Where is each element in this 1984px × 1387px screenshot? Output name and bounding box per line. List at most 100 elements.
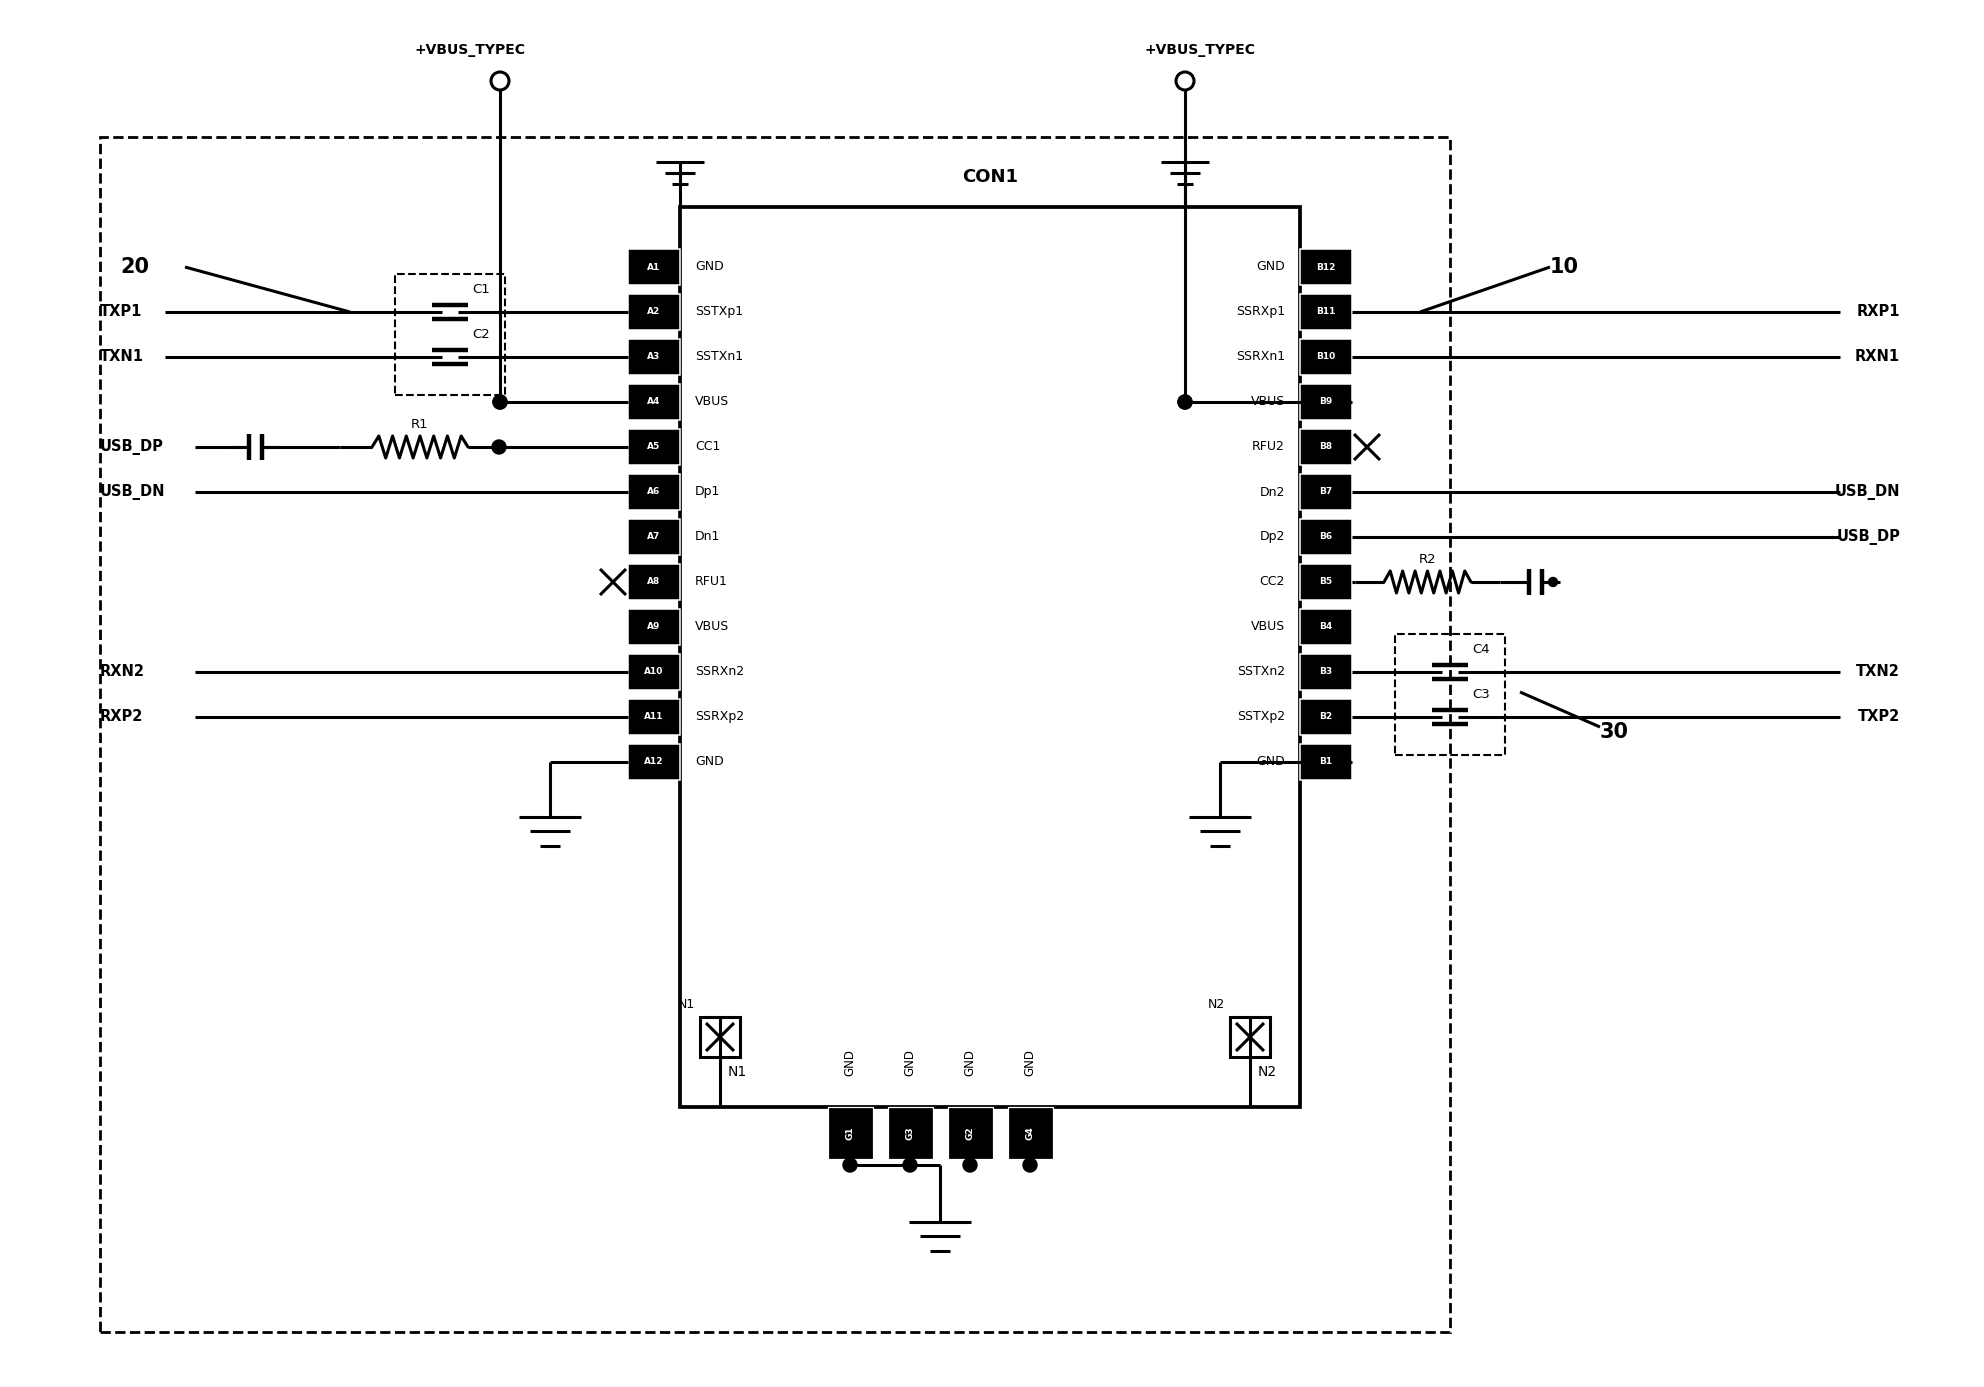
- Bar: [1300, 294, 1351, 330]
- Circle shape: [903, 1158, 917, 1172]
- Text: A5: A5: [647, 442, 661, 452]
- Bar: [99, 137, 1450, 1332]
- Text: GND: GND: [694, 756, 724, 768]
- Circle shape: [1024, 1158, 1038, 1172]
- Text: B6: B6: [1319, 533, 1333, 541]
- Bar: [1300, 699, 1351, 735]
- Bar: [1300, 338, 1351, 374]
- Text: VBUS: VBUS: [694, 620, 730, 634]
- Bar: [629, 565, 681, 601]
- Bar: [1300, 250, 1351, 284]
- Text: +VBUS_TYPEC: +VBUS_TYPEC: [1145, 43, 1256, 57]
- Bar: [681, 207, 1300, 1107]
- Text: B3: B3: [1319, 667, 1333, 677]
- Text: B7: B7: [1319, 487, 1333, 497]
- Text: CC2: CC2: [1260, 576, 1286, 588]
- Text: Dn1: Dn1: [694, 530, 720, 544]
- Text: RXP1: RXP1: [1857, 305, 1901, 319]
- Text: Dp1: Dp1: [694, 485, 720, 498]
- Text: TXN1: TXN1: [99, 350, 145, 365]
- Text: C2: C2: [472, 329, 490, 341]
- Bar: [827, 1107, 873, 1160]
- Bar: [948, 1107, 992, 1160]
- Text: C3: C3: [1472, 688, 1490, 702]
- Bar: [629, 474, 681, 510]
- Text: RXP2: RXP2: [99, 710, 143, 724]
- Bar: [629, 384, 681, 420]
- Text: B9: B9: [1319, 398, 1333, 406]
- Circle shape: [492, 395, 508, 409]
- Bar: [1300, 519, 1351, 555]
- Bar: [629, 294, 681, 330]
- Text: A8: A8: [647, 577, 661, 587]
- Bar: [629, 294, 681, 330]
- Text: VBUS: VBUS: [1250, 395, 1286, 409]
- Text: USB_DP: USB_DP: [99, 440, 165, 455]
- Circle shape: [492, 440, 506, 454]
- Text: A11: A11: [645, 713, 665, 721]
- Text: A4: A4: [647, 398, 661, 406]
- Bar: [1395, 634, 1506, 755]
- Circle shape: [492, 395, 508, 409]
- Text: GND: GND: [694, 261, 724, 273]
- Text: SSTXn2: SSTXn2: [1236, 666, 1286, 678]
- Text: SSRXn2: SSRXn2: [694, 666, 744, 678]
- Text: RXN1: RXN1: [1855, 350, 1901, 365]
- Text: C4: C4: [1472, 644, 1490, 656]
- Text: SSRXp1: SSRXp1: [1236, 305, 1286, 319]
- Bar: [629, 338, 681, 374]
- Bar: [629, 743, 681, 779]
- Text: B1: B1: [1319, 757, 1333, 767]
- Bar: [1300, 609, 1351, 645]
- Text: B2: B2: [1319, 713, 1333, 721]
- Bar: [629, 519, 681, 555]
- Text: RXN2: RXN2: [99, 664, 145, 680]
- Bar: [395, 275, 506, 395]
- Bar: [629, 429, 681, 465]
- Bar: [629, 429, 681, 465]
- Circle shape: [1548, 577, 1557, 587]
- Bar: [1300, 250, 1351, 284]
- Bar: [1300, 655, 1351, 689]
- Text: RFU1: RFU1: [694, 576, 728, 588]
- Text: N2: N2: [1258, 1065, 1278, 1079]
- Bar: [629, 699, 681, 735]
- Text: CON1: CON1: [962, 168, 1018, 186]
- Bar: [629, 250, 681, 284]
- Bar: [827, 1107, 873, 1160]
- Text: A10: A10: [645, 667, 665, 677]
- Text: G2: G2: [966, 1126, 974, 1140]
- Bar: [629, 384, 681, 420]
- Bar: [1300, 474, 1351, 510]
- Text: GND: GND: [964, 1049, 976, 1075]
- Bar: [1230, 1017, 1270, 1057]
- Bar: [629, 250, 681, 284]
- Bar: [629, 655, 681, 689]
- Text: GND: GND: [1256, 756, 1286, 768]
- Text: SSTXp1: SSTXp1: [694, 305, 744, 319]
- Text: A3: A3: [647, 352, 661, 362]
- Text: R2: R2: [1419, 553, 1436, 566]
- Text: 20: 20: [119, 257, 149, 277]
- Bar: [629, 519, 681, 555]
- Bar: [1300, 565, 1351, 601]
- Text: G1: G1: [845, 1126, 855, 1140]
- Circle shape: [843, 1158, 857, 1172]
- Text: B10: B10: [1315, 352, 1335, 362]
- Text: A7: A7: [647, 533, 661, 541]
- Text: B4: B4: [1319, 623, 1333, 631]
- Text: A1: A1: [647, 262, 661, 272]
- Text: R1: R1: [411, 419, 429, 431]
- Bar: [629, 655, 681, 689]
- Circle shape: [1178, 395, 1192, 409]
- Bar: [1008, 1107, 1052, 1160]
- Bar: [887, 1107, 932, 1160]
- Text: A2: A2: [647, 308, 661, 316]
- Text: G3: G3: [905, 1126, 915, 1140]
- Text: GND: GND: [1024, 1049, 1036, 1075]
- Text: 30: 30: [1599, 723, 1629, 742]
- Text: GND: GND: [1256, 261, 1286, 273]
- Text: A6: A6: [647, 487, 661, 497]
- Text: A9: A9: [647, 623, 661, 631]
- Text: A12: A12: [645, 757, 665, 767]
